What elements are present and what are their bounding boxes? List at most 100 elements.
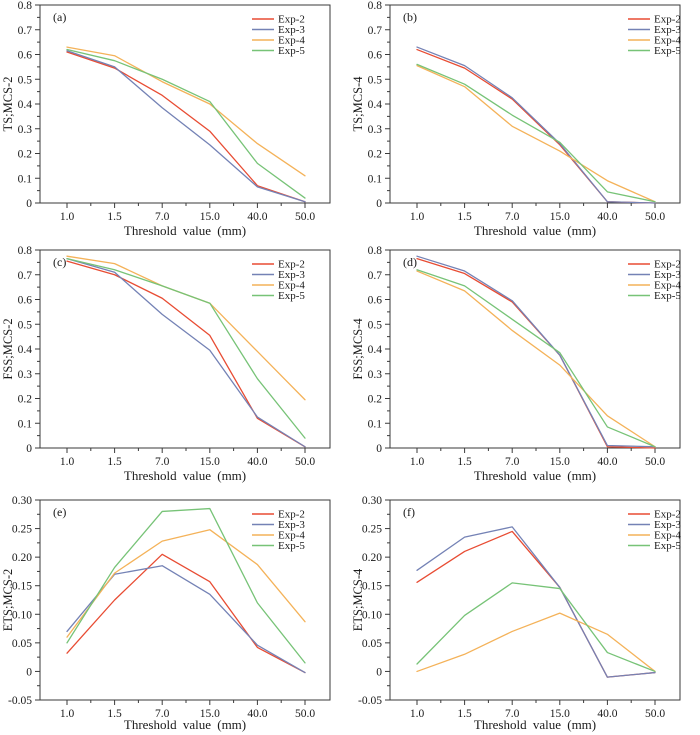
x-tick-label: 50.0 [645, 211, 665, 223]
y-tick-label: 0.20 [12, 552, 32, 564]
y-tick-label: -0.05 [358, 695, 382, 707]
legend-label-exp-5: Exp-5 [654, 45, 681, 57]
y-tick-label: 0.4 [18, 99, 33, 111]
y-tick-label: 0.8 [18, 0, 33, 12]
y-tick-label: 0.4 [368, 99, 383, 111]
x-axis-title: Threshold value (mm) [474, 468, 596, 483]
y-tick-label: 0.10 [362, 609, 382, 621]
x-tick-label: 40.0 [247, 708, 267, 720]
legend-label-exp-4: Exp-4 [278, 280, 305, 292]
panel-letter: (e) [53, 505, 66, 519]
legend-label-exp-3: Exp-3 [278, 519, 305, 531]
panel-letter: (c) [53, 255, 66, 269]
x-tick-label: 1.5 [107, 708, 122, 720]
legend-label-exp-5: Exp-5 [278, 540, 305, 552]
y-tick-label: 0.15 [12, 581, 32, 593]
x-tick-label: 40.0 [247, 211, 267, 223]
legend-label-exp-2: Exp-2 [278, 259, 305, 271]
series-line-exp-3 [416, 255, 656, 448]
series-line-exp-5 [416, 582, 656, 673]
series-line-exp-2 [416, 530, 656, 678]
legend-label-exp-2: Exp-2 [654, 509, 681, 521]
series-line-exp-4 [416, 64, 656, 203]
y-tick-label: 0 [376, 198, 382, 210]
y-tick-label: 0.3 [368, 369, 383, 381]
plot-frame [389, 499, 681, 701]
x-axis-title: Threshold value (mm) [474, 223, 596, 238]
y-tick-label: 0.8 [368, 245, 383, 257]
x-tick-label: 1.0 [60, 708, 75, 720]
x-tick-label: 1.5 [457, 211, 472, 223]
y-axis-title: FSS;MCS-4 [351, 318, 365, 380]
legend-label-exp-2: Exp-2 [278, 509, 305, 521]
legend-label-exp-3: Exp-3 [654, 269, 681, 281]
y-tick-label: 0.7 [18, 25, 33, 37]
x-tick-label: 50.0 [295, 211, 315, 223]
x-tick-label: 1.5 [457, 456, 472, 468]
y-axis-title: TS;MCS-4 [351, 76, 365, 132]
x-tick-label: 1.0 [60, 456, 75, 468]
panel-d: 0 0.1 0.2 0.3 0.4 0.5 0.6 0.7 0.8 1.0 1.5 7.0 15.0 40… [350, 245, 700, 490]
y-tick-label: 0.7 [18, 270, 33, 282]
y-tick-label: -0.05 [8, 695, 32, 707]
legend-label-exp-3: Exp-3 [654, 519, 681, 531]
series-line-exp-4 [66, 529, 306, 638]
y-tick-label: 0.1 [368, 418, 383, 430]
x-tick-label: 1.5 [107, 211, 122, 223]
panel-b: 0 0.1 0.2 0.3 0.4 0.5 0.6 0.7 0.8 1.0 1.5 7.0 15.0 40… [350, 0, 700, 245]
panel-c: 0 0.1 0.2 0.3 0.4 0.5 0.6 0.7 0.8 1.0 1.5 7.0 15.0 40… [0, 245, 350, 490]
y-tick-label: 0.2 [368, 149, 383, 161]
legend-label-exp-2: Exp-2 [654, 14, 681, 26]
x-axis-title: Threshold value (mm) [124, 717, 246, 732]
x-tick-label: 40.0 [597, 456, 617, 468]
panel-letter: (d) [403, 255, 417, 269]
y-tick-label: 0.10 [12, 609, 32, 621]
legend-label-exp-3: Exp-3 [278, 24, 305, 36]
y-tick-label: 0.6 [368, 50, 383, 62]
y-axis-title: ETS;MCS-4 [351, 568, 365, 631]
y-tick-label: 0.7 [368, 25, 383, 37]
y-axis-title: TS;MCS-2 [1, 77, 15, 132]
chart-canvas-c: 0 0.1 0.2 0.3 0.4 0.5 0.6 0.7 0.8 1.0 1.5 7.0 15.0 40… [1, 245, 331, 483]
x-tick-label: 1.5 [457, 708, 472, 720]
x-tick-label: 15.0 [200, 456, 220, 468]
y-tick-label: 0.25 [362, 524, 382, 536]
y-tick-label: 0 [26, 666, 32, 678]
series-line-exp-5 [66, 258, 306, 439]
y-tick-label: 0.05 [362, 638, 382, 650]
series-line-exp-5 [66, 48, 306, 199]
x-axis-title: Threshold value (mm) [124, 468, 246, 483]
legend-label-exp-3: Exp-3 [654, 24, 681, 36]
chart-canvas-e: -0.05 0 0.05 0.10 0.15 0.20 0.25 0.30 1.0 1.5 7.0 1… [1, 495, 331, 732]
y-tick-label: 0.5 [368, 74, 383, 86]
series-line-exp-2 [66, 51, 306, 203]
x-tick-label: 7.0 [505, 211, 520, 223]
legend-label-exp-2: Exp-2 [654, 259, 681, 271]
y-axis-title: ETS;MCS-2 [1, 569, 15, 632]
y-tick-label: 0.7 [368, 270, 383, 282]
legend-label-exp-5: Exp-5 [278, 290, 305, 302]
series-line-exp-2 [416, 258, 656, 449]
y-tick-label: 0.6 [18, 50, 33, 62]
y-tick-label: 0.2 [18, 394, 33, 406]
x-tick-label: 15.0 [200, 708, 220, 720]
y-axis-title: FSS;MCS-2 [1, 318, 15, 379]
panel-letter: (b) [403, 10, 417, 24]
series-line-exp-3 [416, 46, 656, 204]
plot-frame [389, 249, 681, 449]
series-line-exp-5 [66, 507, 306, 664]
chart-canvas-f: -0.05 0 0.05 0.10 0.15 0.20 0.25 0.30 1.0 1.5 7.0 1… [351, 495, 681, 732]
y-tick-label: 0 [376, 443, 382, 455]
y-tick-label: 0 [26, 443, 32, 455]
series-line-exp-2 [416, 48, 656, 204]
series-line-exp-3 [66, 565, 306, 674]
x-tick-label: 40.0 [247, 456, 267, 468]
legend-label-exp-4: Exp-4 [654, 530, 681, 542]
y-tick-label: 0.8 [368, 0, 383, 12]
y-tick-label: 0 [26, 198, 32, 210]
panel-a: 0 0.1 0.2 0.3 0.4 0.5 0.6 0.7 0.8 1.0 1.5 7.0 15.0 40… [0, 0, 350, 245]
y-tick-label: 0.25 [12, 524, 32, 536]
series-line-exp-4 [66, 255, 306, 401]
panel-letter: (a) [53, 10, 66, 24]
y-tick-label: 0.8 [18, 245, 33, 257]
